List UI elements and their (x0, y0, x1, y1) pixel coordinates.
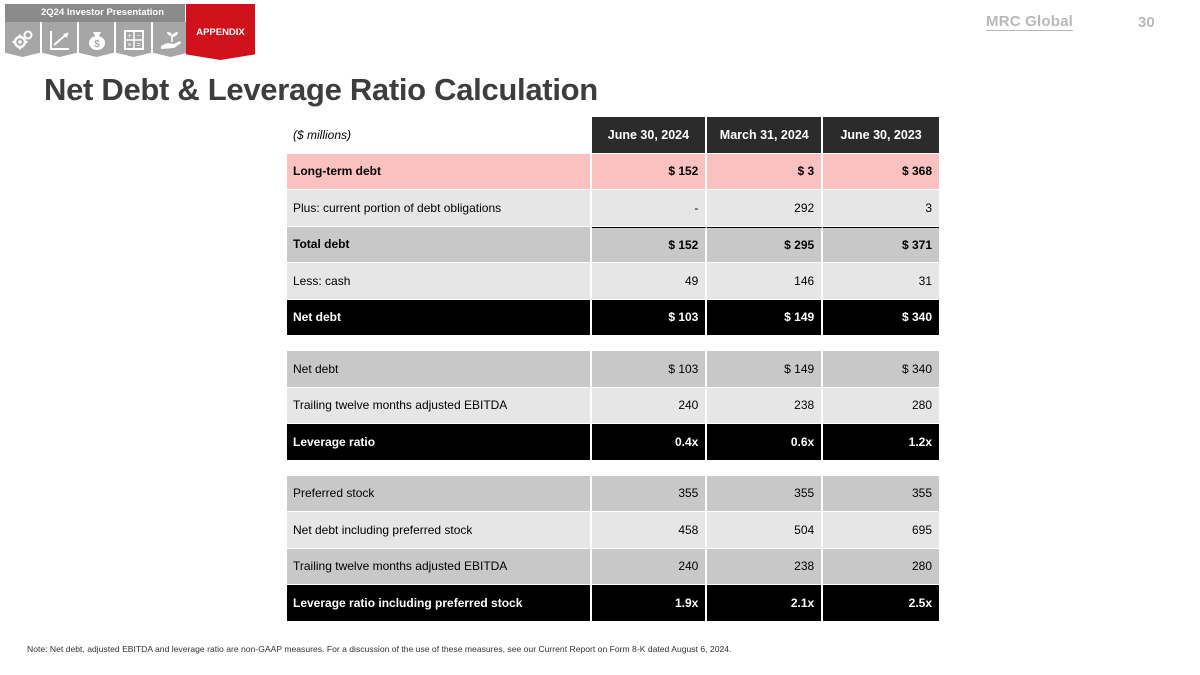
cell-value: 238 (707, 387, 824, 424)
table-row: Less: cash 49 146 31 (287, 263, 939, 300)
row-label: Long-term debt (287, 153, 592, 190)
unit-label: ($ millions) (287, 117, 592, 154)
cell-value: 240 (591, 548, 708, 585)
svg-text:$: $ (94, 39, 100, 50)
cell-value: 355 (591, 475, 708, 512)
cell-value: 355 (707, 475, 824, 512)
cell-value: $ 340 (823, 299, 939, 336)
table-row: Long-term debt $ 152 $ 3 $ 368 (287, 153, 939, 190)
cell-value: 3 (823, 190, 939, 227)
table-row: Net debt $ 103 $ 149 $ 340 (287, 299, 939, 336)
svg-text:=: = (136, 42, 140, 49)
row-label: Trailing twelve months adjusted EBITDA (287, 387, 592, 424)
svg-text:−: − (136, 33, 140, 40)
table-row: Trailing twelve months adjusted EBITDA 2… (287, 387, 939, 424)
row-label: Preferred stock (287, 475, 592, 512)
footnote: Note: Net debt, adjusted EBITDA and leve… (27, 644, 732, 654)
row-label: Plus: current portion of debt obligation… (287, 190, 592, 227)
svg-text:+: + (127, 33, 131, 40)
svg-text:×: × (127, 42, 131, 49)
cell-value: 146 (707, 263, 824, 300)
table-row: Plus: current portion of debt obligation… (287, 190, 939, 227)
section-spacer (287, 461, 939, 476)
cell-value: $ 103 (591, 351, 708, 388)
cell-value: 238 (707, 548, 824, 585)
cell-value: 504 (707, 512, 824, 549)
cell-value: $ 103 (591, 299, 708, 336)
presentation-banner: 2Q24 Investor Presentation (5, 4, 185, 22)
cell-value: 0.6x (707, 424, 824, 461)
cell-value: 0.4x (591, 424, 708, 461)
cell-value: $ 3 (707, 153, 824, 190)
cell-value: $ 149 (707, 351, 824, 388)
cell-value: - (591, 190, 708, 227)
cell-value: 2.1x (707, 585, 824, 622)
cell-value: 1.9x (591, 585, 708, 622)
table-row: Preferred stock 355 355 355 (287, 475, 939, 512)
column-header: June 30, 2023 (823, 117, 939, 154)
cell-value: $ 149 (707, 299, 824, 336)
cell-value: $ 371 (823, 226, 939, 263)
cell-value: $ 340 (823, 351, 939, 388)
cell-value: 695 (823, 512, 939, 549)
growth-chart-icon[interactable] (42, 22, 77, 57)
table-header-row: ($ millions) June 30, 2024 March 31, 202… (287, 117, 939, 154)
appendix-tab[interactable]: APPENDIX (186, 4, 255, 60)
cell-value: $ 152 (591, 226, 708, 263)
table-row: Total debt $ 152 $ 295 $ 371 (287, 226, 939, 263)
table-row: Leverage ratio 0.4x 0.6x 1.2x (287, 424, 939, 461)
row-label: Leverage ratio (287, 424, 592, 461)
row-label: Net debt (287, 351, 592, 388)
leverage-ratio-table: ($ millions) June 30, 2024 March 31, 202… (287, 117, 939, 622)
money-bag-icon[interactable]: $ (79, 22, 114, 57)
cell-value: 31 (823, 263, 939, 300)
column-header: June 30, 2024 (591, 117, 708, 154)
cell-value: 280 (823, 548, 939, 585)
calculator-icon[interactable]: + − × = (116, 22, 151, 57)
cell-value: 240 (591, 387, 708, 424)
row-label: Leverage ratio including preferred stock (287, 585, 592, 622)
row-label: Total debt (287, 226, 592, 263)
section-icon-bar: $ + − × = (5, 22, 188, 60)
row-label: Less: cash (287, 263, 592, 300)
table-row: Net debt $ 103 $ 149 $ 340 (287, 351, 939, 388)
section-spacer (287, 336, 939, 351)
cell-value: 280 (823, 387, 939, 424)
table-row: Net debt including preferred stock 458 5… (287, 512, 939, 549)
company-logo: MRC Global (986, 13, 1073, 31)
cell-value: $ 368 (823, 153, 939, 190)
cell-value: 355 (823, 475, 939, 512)
gears-icon[interactable] (5, 22, 40, 57)
page-number: 30 (1138, 14, 1155, 31)
row-label: Trailing twelve months adjusted EBITDA (287, 548, 592, 585)
cell-value: 2.5x (823, 585, 939, 622)
cell-value: 458 (591, 512, 708, 549)
cell-value: 49 (591, 263, 708, 300)
row-label: Net debt including preferred stock (287, 512, 592, 549)
table-row: Leverage ratio including preferred stock… (287, 585, 939, 622)
cell-value: 1.2x (823, 424, 939, 461)
row-label: Net debt (287, 299, 592, 336)
cell-value: $ 152 (591, 153, 708, 190)
page-title: Net Debt & Leverage Ratio Calculation (44, 72, 598, 107)
table-row: Trailing twelve months adjusted EBITDA 2… (287, 548, 939, 585)
cell-value: 292 (707, 190, 824, 227)
hand-plant-icon[interactable] (153, 22, 188, 57)
column-header: March 31, 2024 (707, 117, 824, 154)
cell-value: $ 295 (707, 226, 824, 263)
